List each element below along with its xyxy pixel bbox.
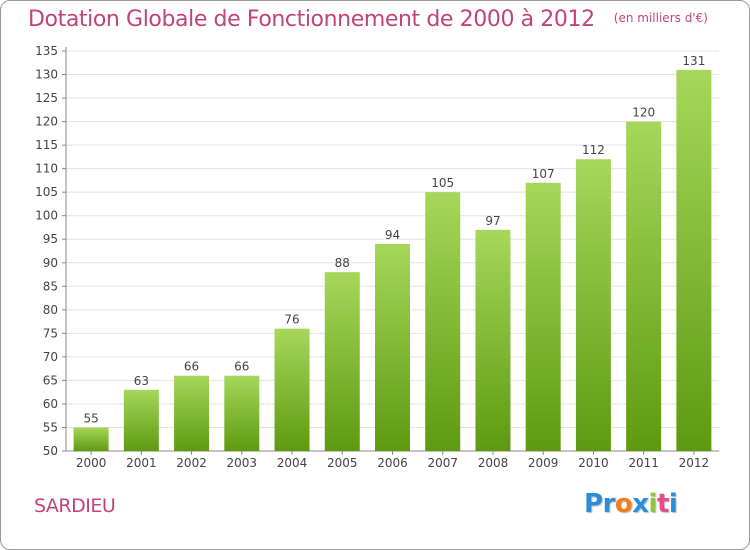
bar xyxy=(375,243,410,451)
bar xyxy=(525,182,561,451)
y-tick-label: 90 xyxy=(43,256,58,270)
y-tick-label: 85 xyxy=(43,279,58,293)
data-label: 107 xyxy=(532,167,555,181)
x-tick-label: 2005 xyxy=(327,456,358,470)
x-tick-label: 2012 xyxy=(679,456,710,470)
x-tick-label: 2009 xyxy=(528,456,559,470)
y-tick-label: 55 xyxy=(43,420,58,434)
y-tick-label: 100 xyxy=(35,209,58,223)
bar xyxy=(324,272,360,451)
data-label: 105 xyxy=(431,176,454,190)
bar xyxy=(626,121,662,452)
y-tick-label: 135 xyxy=(35,44,58,58)
data-label: 63 xyxy=(134,374,149,388)
bar xyxy=(174,375,210,451)
x-tick-label: 2011 xyxy=(628,456,659,470)
bar xyxy=(475,229,511,451)
title-row: Dotation Globale de Fonctionnement de 20… xyxy=(28,7,708,32)
data-label: 94 xyxy=(385,228,400,242)
logo-letter: r xyxy=(602,489,616,519)
logo-letter: i xyxy=(648,489,658,519)
x-tick-label: 2003 xyxy=(227,456,258,470)
logo-letter: P xyxy=(584,489,603,519)
x-tick-label: 2007 xyxy=(427,456,458,470)
logo-letter: o xyxy=(614,489,633,519)
data-label: 88 xyxy=(335,256,350,270)
bar xyxy=(676,69,712,451)
x-tick-label: 2001 xyxy=(126,456,157,470)
y-tick-label: 120 xyxy=(35,115,58,129)
x-tick-label: 2002 xyxy=(176,456,207,470)
y-tick-label: 50 xyxy=(43,444,58,458)
bar xyxy=(274,328,310,451)
data-label: 66 xyxy=(184,360,199,374)
data-label: 66 xyxy=(234,360,249,374)
logo-letter: t xyxy=(656,489,669,519)
y-tick-label: 125 xyxy=(35,91,58,105)
y-tick-label: 95 xyxy=(43,232,58,246)
bar xyxy=(73,427,109,451)
proxiti-logo: Proxiti xyxy=(584,489,678,519)
bar xyxy=(224,375,260,451)
y-tick-label: 80 xyxy=(43,303,58,317)
data-label: 131 xyxy=(682,54,705,68)
bar xyxy=(123,389,159,451)
data-label: 97 xyxy=(485,214,500,228)
unit-note: (en milliers d'€) xyxy=(613,11,708,25)
y-tick-label: 75 xyxy=(43,326,58,340)
y-tick-label: 65 xyxy=(43,373,58,387)
y-tick-label: 115 xyxy=(35,138,58,152)
x-tick-label: 2010 xyxy=(578,456,609,470)
y-tick-label: 130 xyxy=(35,68,58,82)
logo-letter: x xyxy=(632,489,649,519)
data-label: 120 xyxy=(632,106,655,120)
x-tick-label: 2004 xyxy=(277,456,308,470)
data-label: 55 xyxy=(83,411,98,425)
data-label: 112 xyxy=(582,143,605,157)
chart-title: Dotation Globale de Fonctionnement de 20… xyxy=(28,7,595,32)
y-tick-label: 110 xyxy=(35,162,58,176)
y-tick-label: 105 xyxy=(35,185,58,199)
y-tick-label: 70 xyxy=(43,350,58,364)
x-tick-label: 2000 xyxy=(76,456,107,470)
x-tick-label: 2008 xyxy=(478,456,509,470)
logo-letter: i xyxy=(668,489,678,519)
y-tick-label: 60 xyxy=(43,397,58,411)
commune-name: SARDIEU xyxy=(34,495,116,517)
bar xyxy=(425,192,461,452)
data-label: 76 xyxy=(284,313,299,327)
bar xyxy=(575,159,611,451)
x-tick-label: 2006 xyxy=(377,456,408,470)
